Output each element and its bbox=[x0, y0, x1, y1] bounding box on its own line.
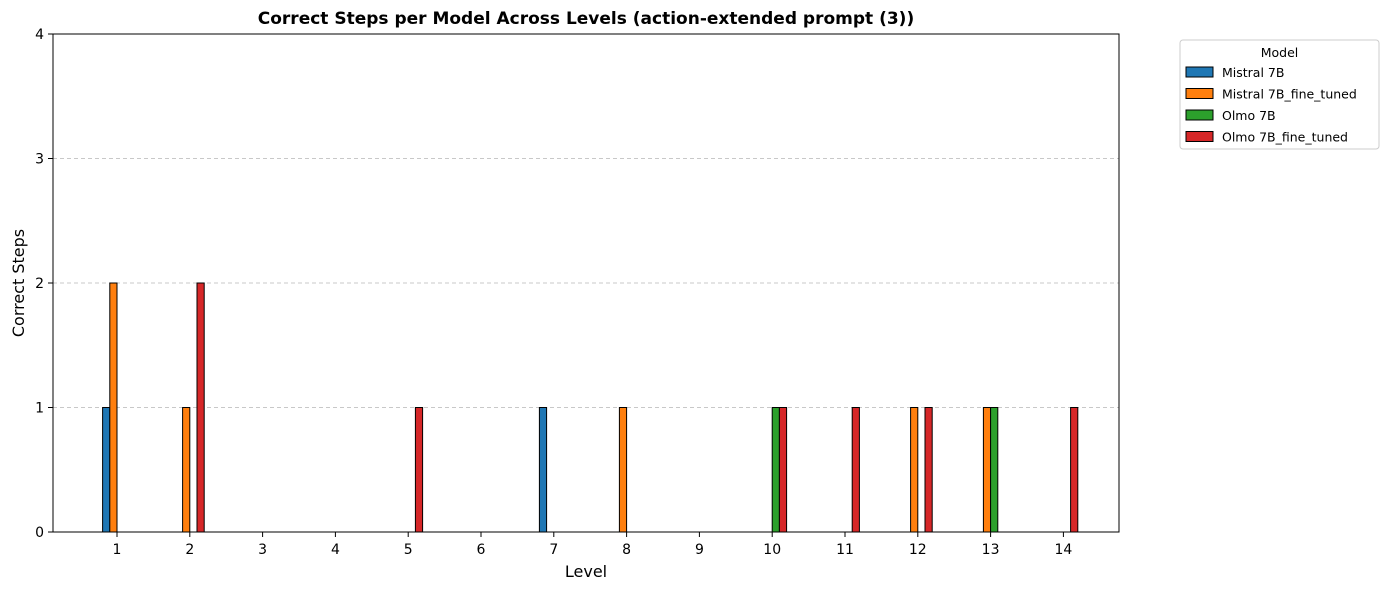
legend-label: Olmo 7B_fine_tuned bbox=[1222, 130, 1348, 145]
x-tick-label: 5 bbox=[404, 542, 413, 558]
bar bbox=[924, 407, 933, 533]
y-tick-label: 0 bbox=[35, 525, 44, 541]
x-tick-label: 9 bbox=[695, 542, 704, 558]
bar bbox=[771, 407, 780, 533]
bar bbox=[851, 407, 860, 533]
x-tick-label: 13 bbox=[982, 542, 1000, 558]
bar bbox=[109, 282, 118, 533]
x-tick-label: 10 bbox=[763, 542, 781, 558]
y-tick-label: 3 bbox=[35, 152, 44, 168]
x-tick-label: 4 bbox=[331, 542, 340, 558]
legend-swatch bbox=[1185, 66, 1214, 78]
x-tick-label: 11 bbox=[836, 542, 854, 558]
legend-items: Mistral 7B Mistral 7B_fine_tuned Olmo 7B Ol… bbox=[1185, 65, 1357, 145]
x-tick-label: 6 bbox=[477, 542, 486, 558]
bar bbox=[910, 407, 919, 533]
bar bbox=[182, 407, 191, 533]
legend-label: Mistral 7B bbox=[1222, 65, 1284, 80]
x-tick-label: 3 bbox=[258, 542, 267, 558]
grid-lines bbox=[53, 158, 1119, 408]
bar bbox=[414, 407, 424, 533]
legend-frame bbox=[1179, 39, 1380, 150]
x-tick-label: 8 bbox=[622, 542, 631, 558]
chart-title: Correct Steps per Model Across Levels (a… bbox=[258, 9, 914, 29]
legend-label: Mistral 7B_fine_tuned bbox=[1222, 87, 1357, 102]
x-axis-label: Level bbox=[565, 562, 607, 581]
x-tick-label: 14 bbox=[1054, 542, 1072, 558]
legend-swatch bbox=[1185, 109, 1214, 121]
bar bbox=[778, 407, 788, 533]
bar bbox=[196, 282, 205, 533]
bar bbox=[990, 407, 999, 533]
legend-title: Model bbox=[1261, 45, 1299, 60]
bar bbox=[538, 407, 548, 533]
y-tick-label: 2 bbox=[35, 276, 44, 292]
x-tick-label: 7 bbox=[549, 542, 558, 558]
legend: Model Mistral 7B Mistral 7B_fine_tuned Olm… bbox=[1179, 39, 1380, 150]
y-axis-label: Correct Steps bbox=[9, 229, 28, 337]
bars bbox=[102, 282, 1079, 533]
x-tick-label: 12 bbox=[909, 542, 927, 558]
bar bbox=[102, 407, 111, 533]
y-tick-label: 4 bbox=[35, 27, 44, 43]
bar bbox=[982, 407, 992, 533]
legend-label: Olmo 7B bbox=[1222, 108, 1276, 123]
legend-swatch bbox=[1185, 131, 1214, 142]
x-tick-label: 2 bbox=[185, 542, 194, 558]
x-axis-ticks: 1 2 3 4 5 6 7 8 9 10 11 12 13 14 bbox=[113, 532, 1072, 558]
x-tick-label: 1 bbox=[113, 542, 122, 558]
y-axis-ticks: 0 1 2 3 4 bbox=[35, 27, 53, 541]
bar bbox=[1070, 407, 1079, 533]
y-tick-label: 1 bbox=[35, 401, 44, 417]
legend-swatch bbox=[1185, 88, 1214, 99]
bar bbox=[618, 407, 628, 533]
